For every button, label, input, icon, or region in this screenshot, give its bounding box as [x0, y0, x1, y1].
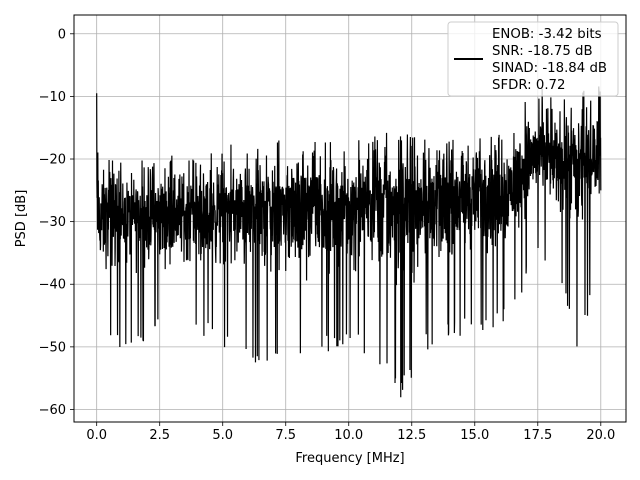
x-tick-label: 5.0 [212, 428, 233, 443]
legend-entry-sfdr: SFDR: 0.72 [492, 78, 565, 93]
y-tick-label: −20 [39, 153, 66, 168]
x-tick-label: 7.5 [275, 428, 296, 443]
y-axis-label: PSD [dB] [14, 190, 29, 248]
y-tick-label: −10 [39, 90, 66, 105]
y-tick-label: −60 [39, 403, 66, 418]
legend: ENOB: -3.42 bits SNR: -18.75 dB SINAD: -… [447, 21, 619, 97]
x-tick-label: 20.0 [586, 428, 615, 443]
x-tick-label: 17.5 [523, 428, 552, 443]
x-tick-label: 10.0 [334, 428, 363, 443]
legend-entry-snr: SNR: -18.75 dB [492, 44, 593, 59]
y-tick-label: −30 [39, 215, 66, 230]
legend-entry-enob: ENOB: -3.42 bits [492, 27, 602, 42]
x-tick-label: 2.5 [149, 428, 170, 443]
y-axis: 0 −10 −20 −30 −40 −50 −60 [39, 27, 74, 418]
legend-entry-sinad: SINAD: -18.84 dB [492, 61, 607, 76]
x-tick-label: 12.5 [397, 428, 426, 443]
x-axis: 0.0 2.5 5.0 7.5 10.0 12.5 15.0 17.5 20.0 [86, 422, 615, 443]
x-tick-label: 0.0 [86, 428, 107, 443]
y-tick-label: 0 [58, 27, 66, 42]
legend-box [447, 21, 619, 97]
x-axis-label: Frequency [MHz] [295, 451, 404, 466]
psd-series-line [96, 86, 602, 398]
plot-area [96, 86, 602, 398]
y-tick-label: −40 [39, 278, 66, 293]
plot-frame [73, 14, 627, 423]
y-tick-label: −50 [39, 340, 66, 355]
x-tick-label: 15.0 [460, 428, 489, 443]
